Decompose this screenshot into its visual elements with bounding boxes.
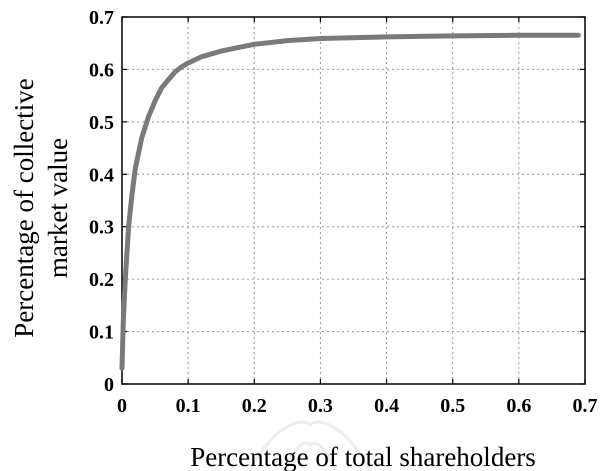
plot-frame bbox=[121, 16, 586, 385]
y-tick-labels: 0 0.1 0.2 0.3 0.4 0.5 0.6 0.7 bbox=[89, 7, 114, 396]
x-tick-label: 0.5 bbox=[440, 395, 465, 417]
y-tick-label: 0.2 bbox=[89, 269, 114, 291]
series-line bbox=[119, 32, 581, 371]
y-tick-label: 0.7 bbox=[89, 7, 114, 29]
x-tick-label: 0.3 bbox=[308, 395, 333, 417]
y-tick-label: 0.3 bbox=[89, 217, 114, 239]
x-tick-label: 0.7 bbox=[573, 395, 598, 417]
y-tick-label: 0.1 bbox=[89, 322, 114, 344]
x-tick-labels: 0 0.1 0.2 0.3 0.4 0.5 0.6 0.7 bbox=[117, 395, 598, 417]
y-tick-label: 0.6 bbox=[89, 59, 114, 81]
x-tick-label: 0 bbox=[117, 395, 127, 417]
y-tick-label: 0.4 bbox=[89, 164, 114, 186]
y-tick-label: 0.5 bbox=[89, 112, 114, 134]
x-axis-label: Percentage of total shareholders bbox=[190, 442, 536, 471]
grid bbox=[122, 17, 585, 384]
x-tick-label: 0.1 bbox=[176, 395, 201, 417]
y-tick-label: 0 bbox=[104, 374, 114, 396]
x-tick-label: 0.2 bbox=[242, 395, 267, 417]
y-axis-label-line-1: Percentage of collective bbox=[9, 78, 39, 337]
y-axis-label-line-2: market value bbox=[43, 138, 73, 278]
watermark bbox=[248, 420, 372, 471]
x-tick-label: 0.6 bbox=[506, 395, 531, 417]
x-tick-label: 0.4 bbox=[374, 395, 399, 417]
tick-marks bbox=[121, 16, 586, 385]
